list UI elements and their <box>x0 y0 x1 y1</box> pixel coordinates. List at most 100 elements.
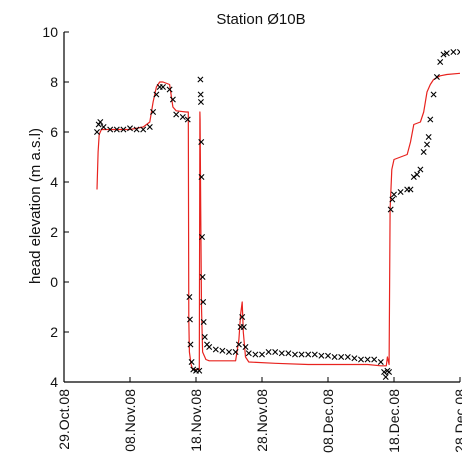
measured-point <box>305 351 312 358</box>
measured-point <box>200 319 207 325</box>
measured-point <box>198 174 205 180</box>
measured-point <box>239 314 246 320</box>
y-tick-label: 4 <box>50 374 58 390</box>
measured-point <box>169 96 176 103</box>
y-axis: 4 2 0 2 4 6 8 10 <box>42 24 69 390</box>
x-axis: 29.Oct.08 08.Nov.08 18.Nov.08 28.Nov.08 08.D… <box>56 377 462 453</box>
measured-point <box>443 50 450 57</box>
measured-point <box>235 341 242 348</box>
measured-point <box>450 49 457 55</box>
simulated-series <box>96 72 460 371</box>
measured-point <box>173 111 180 118</box>
measured-point <box>201 334 208 340</box>
measured-point <box>311 351 318 358</box>
y-tick-label: 2 <box>50 224 58 240</box>
measured-point <box>113 126 120 133</box>
measured-point <box>272 349 279 355</box>
measured-point <box>150 109 157 115</box>
measured-point <box>179 114 186 120</box>
measured-point <box>133 126 140 133</box>
measured-point <box>186 294 193 300</box>
measured-point <box>188 359 195 365</box>
measured-point <box>186 316 193 323</box>
measured-point <box>387 206 394 213</box>
measured-point <box>200 299 207 305</box>
measured-point <box>285 350 292 357</box>
measured-point <box>420 149 427 155</box>
measured-point <box>226 349 232 355</box>
measured-point <box>371 356 378 363</box>
measured-point <box>381 369 388 375</box>
measured-point <box>212 346 219 353</box>
measured-point <box>410 174 417 180</box>
measured-point <box>424 141 430 148</box>
measured-point <box>184 116 191 123</box>
measured-point <box>100 124 107 130</box>
measured-point <box>278 350 285 357</box>
y-tick-label: 0 <box>50 274 58 290</box>
measured-point <box>166 86 173 93</box>
x-tick-label: 08.Nov.08 <box>122 389 138 452</box>
measured-point <box>160 84 166 90</box>
measured-point <box>407 186 414 193</box>
measured-point <box>140 126 147 133</box>
measured-point <box>298 351 305 358</box>
y-tick-label: 6 <box>50 124 58 140</box>
measured-point <box>187 341 194 348</box>
measured-point <box>219 347 226 354</box>
measured-point <box>265 349 272 355</box>
axes <box>63 32 460 383</box>
measured-point <box>146 124 153 130</box>
measured-point <box>386 369 393 375</box>
measured-point <box>437 59 444 65</box>
simulated-line <box>96 72 460 371</box>
x-tick-label: 29.Oct.08 <box>56 389 72 450</box>
x-tick-label: 18.Dec.08 <box>386 389 402 453</box>
measured-point <box>382 374 389 380</box>
measured-point <box>199 234 206 240</box>
chart-title: Station Ø10B <box>216 11 305 28</box>
measured-point <box>433 74 440 80</box>
measured-point <box>206 344 213 350</box>
measured-point <box>344 354 351 360</box>
measured-point <box>425 134 432 140</box>
measured-point <box>197 99 204 105</box>
measured-point <box>252 351 259 358</box>
y-tick-label: 2 <box>50 324 58 340</box>
measured-point <box>94 129 100 135</box>
x-tick-label: 28.Dec.08 <box>452 389 462 453</box>
measured-point <box>417 166 424 173</box>
measured-point <box>351 355 358 362</box>
measured-point <box>389 196 396 203</box>
measured-point <box>377 359 384 365</box>
measured-point <box>153 91 160 98</box>
measured-point <box>427 116 434 123</box>
measured-point <box>397 189 404 195</box>
measured-point <box>199 274 206 280</box>
measured-point <box>107 126 114 133</box>
y-axis-label: head elevation (m a.s.l) <box>27 128 44 284</box>
measured-point <box>197 76 204 83</box>
measured-point <box>245 350 252 357</box>
measured-series <box>94 49 460 380</box>
x-tick-label: 18.Nov.08 <box>188 389 204 452</box>
measured-point <box>242 344 249 350</box>
measured-point <box>430 91 437 98</box>
measured-point <box>196 367 203 374</box>
measured-point <box>97 119 104 125</box>
measured-point <box>259 351 265 358</box>
measured-point <box>391 191 397 198</box>
measured-point <box>331 354 338 360</box>
y-tick-label: 10 <box>42 24 58 40</box>
measured-point <box>457 49 460 55</box>
measured-point <box>338 354 345 360</box>
measured-point <box>292 351 298 358</box>
measured-point <box>232 349 239 355</box>
measured-point <box>414 171 421 178</box>
measured-point <box>127 125 133 132</box>
measured-point <box>440 51 447 58</box>
measured-point <box>358 356 364 363</box>
measured-point <box>364 356 371 363</box>
measured-point <box>325 352 331 359</box>
